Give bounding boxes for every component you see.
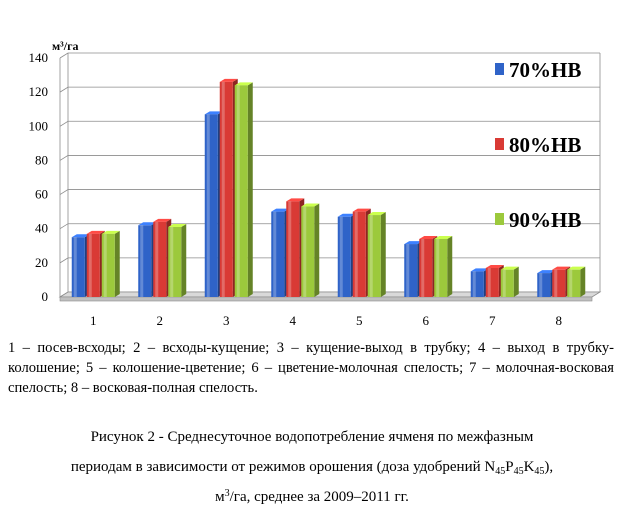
legend-swatch bbox=[495, 63, 504, 75]
gridline bbox=[59, 120, 600, 127]
y-axis-ticks: 0 20 40 60 80 100 120 140 bbox=[29, 50, 49, 304]
x-tick-label: 6 bbox=[423, 313, 430, 328]
x-tick-label: 4 bbox=[290, 313, 297, 328]
bar bbox=[434, 235, 453, 297]
period-legend-text: 1 – посев-всходы; 2 – всходы-кущение; 3 … bbox=[8, 340, 614, 396]
floor-front bbox=[59, 296, 593, 302]
legend-label: 90%НВ bbox=[509, 208, 581, 232]
y-tick-label: 0 bbox=[42, 289, 49, 304]
gridline bbox=[59, 189, 600, 195]
bar-chart: 0 20 40 60 80 100 120 140 1 2 3 4 5 6 7 8 м³/га 70%НВ 8… bbox=[29, 39, 602, 328]
x-tick-label: 8 bbox=[556, 313, 563, 328]
legend: 70%НВ 80%НВ 90%НВ bbox=[495, 58, 581, 232]
legend-swatch bbox=[495, 138, 504, 150]
y-unit-label: м³/га bbox=[52, 39, 79, 53]
bar bbox=[301, 203, 320, 297]
legend-label: 70%НВ bbox=[509, 58, 581, 82]
caption-line-3: м3/га, среднее за 2009–2011 гг. bbox=[215, 488, 409, 506]
y-tick-label: 60 bbox=[35, 187, 48, 202]
caption-line-1: Рисунок 2 - Среднесуточное водопотреблен… bbox=[90, 429, 534, 445]
x-tick-label: 1 bbox=[90, 313, 97, 328]
bar bbox=[500, 266, 519, 297]
x-tick-label: 3 bbox=[223, 313, 230, 328]
y-tick-label: 120 bbox=[29, 84, 49, 99]
x-tick-label: 5 bbox=[356, 313, 363, 328]
bar bbox=[567, 266, 586, 297]
y-tick-label: 20 bbox=[35, 255, 48, 270]
legend-label: 80%НВ bbox=[509, 133, 581, 157]
gridline bbox=[59, 86, 600, 93]
x-tick-label: 2 bbox=[157, 313, 164, 328]
legend-swatch bbox=[495, 213, 504, 225]
y-tick-label: 80 bbox=[35, 152, 48, 167]
bar bbox=[234, 82, 253, 297]
bar bbox=[168, 224, 187, 297]
caption-line-2: периодам в зависимости от режимов орошен… bbox=[70, 459, 554, 477]
bars bbox=[71, 78, 586, 298]
y-tick-label: 40 bbox=[35, 221, 48, 236]
x-axis-ticks: 1 2 3 4 5 6 7 8 bbox=[90, 313, 562, 328]
x-tick-label: 7 bbox=[489, 313, 496, 328]
y-tick-label: 100 bbox=[29, 118, 49, 133]
bar bbox=[101, 230, 120, 297]
bar bbox=[367, 212, 386, 297]
figure-caption: Рисунок 2 - Среднесуточное водопотреблен… bbox=[0, 422, 624, 512]
gridlines bbox=[59, 52, 601, 298]
y-tick-label: 140 bbox=[29, 50, 49, 65]
